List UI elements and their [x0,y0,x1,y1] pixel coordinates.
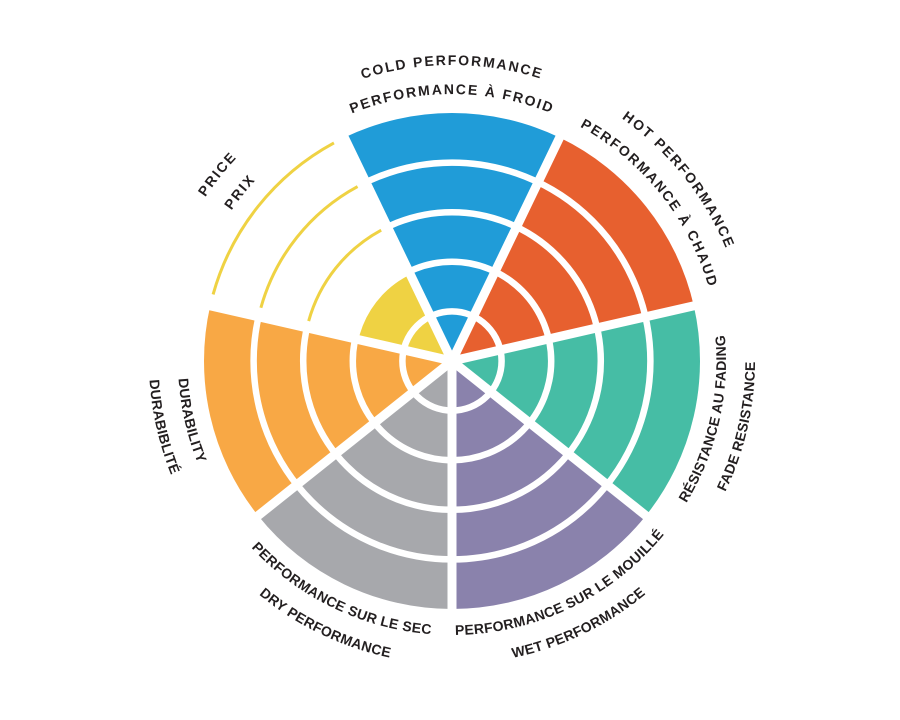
wedge-durability [204,305,452,516]
wedges [204,113,700,609]
wedge-hot-performance [452,137,694,361]
label-price-inner-line: PRIX [221,171,259,212]
spoke-separator-2 [449,357,654,523]
outline-ring-3-price [307,228,382,322]
wedge-cold-performance [344,113,560,361]
spoke-separator-6 [337,130,457,363]
spoke-separator-0 [447,130,567,363]
wedge-fade-resistance [452,305,700,516]
spoke-separator-1 [450,300,701,366]
outline-ring-5-price [211,141,335,295]
label-cold-performance-outer-line: COLD PERFORMANCE [359,52,546,82]
label-durability-inner-line: DURABILITY [176,378,211,466]
spoke-separator-4 [250,357,455,523]
outline-arcs [211,141,382,322]
outline-ring-4-price [259,185,359,309]
wedge-wet-performance [452,361,646,609]
spoke-separators [203,130,701,615]
wedge-dry-performance [258,361,452,609]
label-cold-performance-inner-line: PERFORMANCE À FROID [347,81,557,116]
spoke-separator-5 [203,300,454,366]
